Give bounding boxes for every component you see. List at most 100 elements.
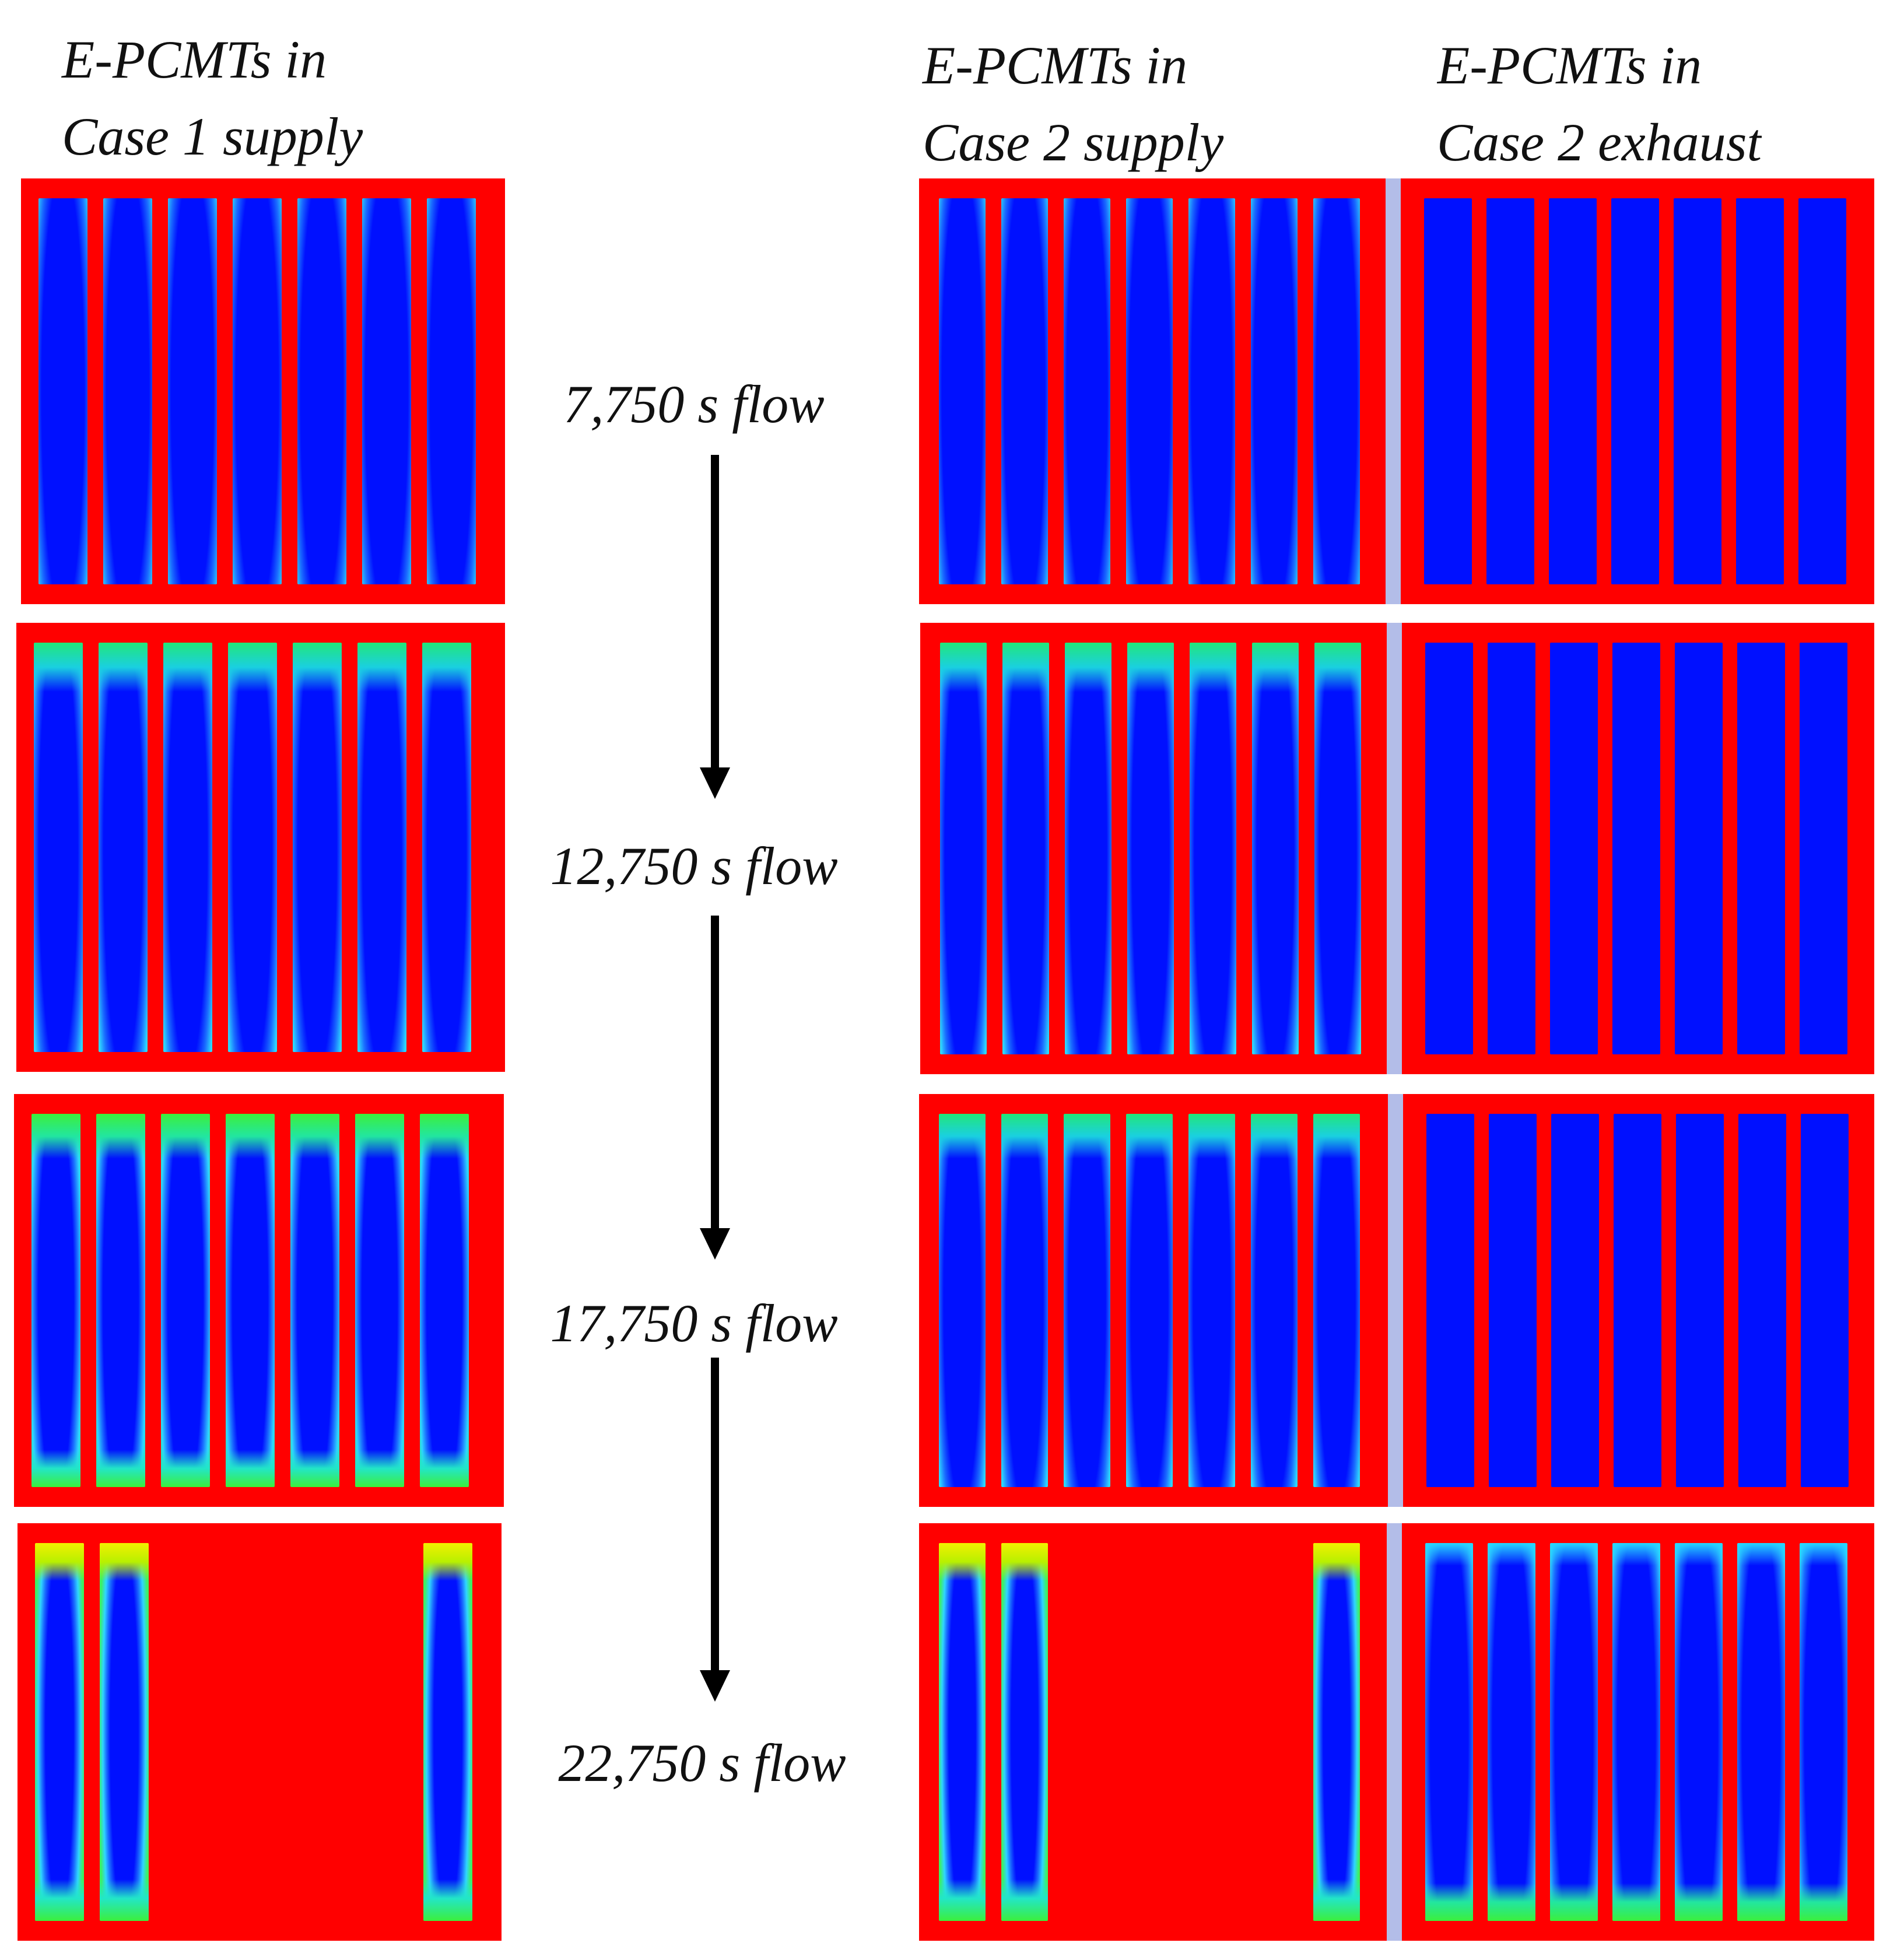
case2-exhaust-tube-row3-5 — [1676, 1114, 1724, 1487]
case1-supply-tube-row2-2 — [99, 643, 148, 1052]
case2-supply-tube-row2-6 — [1252, 643, 1299, 1054]
case1-supply-panel-row1 — [21, 178, 505, 604]
case2-supply-panel-row1 — [919, 178, 1386, 604]
case2-exhaust-tube-row3-1 — [1426, 1114, 1474, 1487]
case1-supply-title: E-PCMTs in Case 1 supply — [62, 21, 363, 175]
case1-supply-tube-row4-2 — [100, 1543, 149, 1921]
arrow-down-icon-3 — [697, 1358, 732, 1702]
case2-exhaust-tube-row2-6 — [1737, 643, 1785, 1054]
case2-exhaust-tube-row2-1 — [1425, 643, 1473, 1054]
case2-supply-panel-row4 — [919, 1523, 1387, 1941]
case2-exhaust-tube-row4-2 — [1488, 1543, 1535, 1921]
case2-exhaust-tube-row4-1 — [1425, 1543, 1473, 1921]
case2-supply-title-line1: E-PCMTs in — [923, 36, 1188, 95]
case2-supply-tube-row4-1 — [939, 1543, 986, 1921]
case1-supply-tube-row2-5 — [293, 643, 342, 1052]
case2-supply-tube-row2-5 — [1190, 643, 1236, 1054]
case1-supply-tube-row3-2 — [96, 1114, 145, 1487]
case1-supply-tube-row4-7 — [423, 1543, 472, 1921]
case2-exhaust-tube-row1-4 — [1611, 198, 1659, 584]
case2-exhaust-tube-row1-3 — [1549, 198, 1597, 584]
case1-supply-tube-row1-4 — [233, 198, 282, 584]
case2-exhaust-tube-row4-7 — [1800, 1543, 1847, 1921]
case2-exhaust-tube-row2-7 — [1800, 643, 1847, 1054]
case2-supply-tube-row2-7 — [1314, 643, 1361, 1054]
case1-supply-tube-row1-3 — [168, 198, 217, 584]
case1-supply-tube-row4-1 — [35, 1543, 84, 1921]
case2-supply-tube-row2-1 — [940, 643, 987, 1054]
case2-supply-tube-row2-3 — [1065, 643, 1111, 1054]
case2-exhaust-tube-row2-3 — [1550, 643, 1598, 1054]
case2-supply-tube-row3-4 — [1126, 1114, 1173, 1487]
case1-supply-tube-row1-1 — [38, 198, 87, 584]
case1-supply-tube-row1-6 — [362, 198, 411, 584]
case2-exhaust-panel-row3 — [1403, 1094, 1874, 1507]
case2-supply-tube-row3-5 — [1188, 1114, 1235, 1487]
case2-exhaust-title-line2: Case 2 exhaust — [1437, 113, 1762, 172]
case1-supply-tube-row3-1 — [31, 1114, 80, 1487]
case2-exhaust-tube-row3-4 — [1614, 1114, 1661, 1487]
case2-supply-tube-row1-7 — [1313, 198, 1360, 584]
case2-supply-tube-row4-2 — [1001, 1543, 1048, 1921]
case2-supply-tube-row3-7 — [1313, 1114, 1360, 1487]
case2-supply-panel-row2 — [920, 623, 1387, 1074]
case2-supply-tube-row3-1 — [939, 1114, 986, 1487]
case2-exhaust-tube-row4-6 — [1737, 1543, 1785, 1921]
case2-exhaust-tube-row1-7 — [1798, 198, 1846, 584]
case2-exhaust-tube-row1-6 — [1736, 198, 1784, 584]
case1-supply-panel-row4 — [17, 1523, 502, 1941]
case2-supply-title-line2: Case 2 supply — [923, 113, 1224, 172]
case1-supply-panel-row2 — [16, 623, 505, 1072]
case1-supply-tube-row1-5 — [297, 198, 346, 584]
divider-row1 — [1386, 178, 1401, 604]
case1-supply-tube-row3-6 — [355, 1114, 404, 1487]
case2-exhaust-tube-row3-7 — [1801, 1114, 1849, 1487]
case1-supply-tube-row2-4 — [228, 643, 277, 1052]
case2-exhaust-tube-row3-2 — [1489, 1114, 1537, 1487]
case2-exhaust-tube-row1-2 — [1486, 198, 1534, 584]
case2-supply-tube-row1-3 — [1064, 198, 1110, 584]
time-label-row4: 22,750 s flow — [558, 1733, 846, 1793]
case2-supply-title: E-PCMTs in Case 2 supply — [923, 27, 1223, 181]
case1-supply-tube-row3-3 — [161, 1114, 210, 1487]
case1-supply-title-line1: E-PCMTs in — [62, 30, 327, 89]
case2-supply-tube-row3-3 — [1064, 1114, 1110, 1487]
case1-supply-tube-row3-7 — [420, 1114, 469, 1487]
arrow-down-icon-2 — [697, 916, 732, 1260]
case2-supply-tube-row1-5 — [1188, 198, 1235, 584]
case2-supply-tube-row1-1 — [939, 198, 986, 584]
time-label-row3: 17,750 s flow — [550, 1293, 838, 1353]
divider-row3 — [1388, 1094, 1403, 1507]
case2-supply-tube-row1-6 — [1251, 198, 1298, 584]
case1-supply-tube-row2-6 — [357, 643, 406, 1052]
case2-exhaust-title-line1: E-PCMTs in — [1437, 36, 1702, 95]
case2-supply-panel-row3 — [919, 1094, 1388, 1507]
case2-exhaust-tube-row3-3 — [1551, 1114, 1599, 1487]
divider-row2 — [1387, 623, 1402, 1074]
divider-row4 — [1387, 1523, 1402, 1941]
case2-exhaust-title: E-PCMTs in Case 2 exhaust — [1437, 27, 1762, 177]
case1-supply-tube-row1-7 — [427, 198, 476, 584]
case2-exhaust-tube-row2-4 — [1612, 643, 1660, 1054]
case2-exhaust-tube-row2-5 — [1675, 643, 1723, 1054]
case2-exhaust-tube-row4-5 — [1675, 1543, 1723, 1921]
case1-supply-tube-row3-4 — [226, 1114, 275, 1487]
case2-exhaust-tube-row4-4 — [1612, 1543, 1660, 1921]
case2-supply-tube-row1-2 — [1001, 198, 1048, 584]
case2-supply-tube-row4-7 — [1313, 1543, 1360, 1921]
case2-exhaust-tube-row1-1 — [1424, 198, 1472, 584]
case2-supply-tube-row1-4 — [1126, 198, 1173, 584]
case1-supply-tube-row2-7 — [422, 643, 471, 1052]
case2-supply-tube-row2-2 — [1002, 643, 1049, 1054]
case1-supply-tube-row1-2 — [103, 198, 152, 584]
case2-supply-tube-row3-2 — [1001, 1114, 1048, 1487]
case1-supply-title-line2: Case 1 supply — [62, 107, 363, 166]
case2-exhaust-tube-row1-5 — [1674, 198, 1721, 584]
case2-exhaust-panel-row4 — [1402, 1523, 1874, 1941]
case2-exhaust-panel-row2 — [1402, 623, 1874, 1074]
case2-supply-tube-row2-4 — [1127, 643, 1174, 1054]
case1-supply-tube-row2-3 — [163, 643, 212, 1052]
case2-exhaust-tube-row2-2 — [1488, 643, 1535, 1054]
case1-supply-tube-row3-5 — [290, 1114, 339, 1487]
case1-supply-tube-row2-1 — [34, 643, 83, 1052]
